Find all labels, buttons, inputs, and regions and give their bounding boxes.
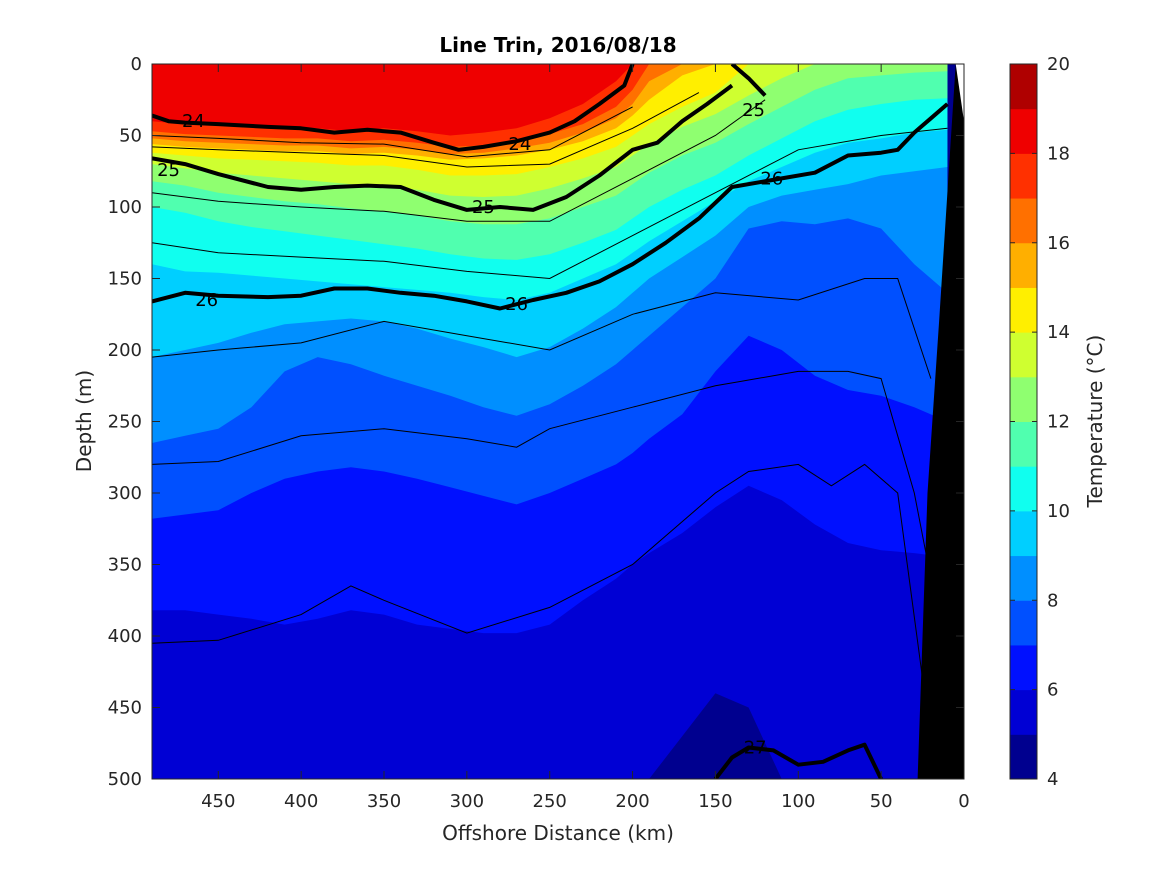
- colorbar-tick-label: 18: [1047, 143, 1070, 164]
- contour-label-0: 24: [182, 111, 205, 132]
- colorbar-segment: [1010, 153, 1037, 199]
- chart-title: Line Trin, 2016/08/18: [439, 33, 676, 57]
- colorbar-tick-label: 6: [1047, 680, 1058, 701]
- y-tick-label: 200: [108, 340, 142, 361]
- colorbar-segment: [1010, 242, 1037, 288]
- y-tick-label: 500: [108, 769, 142, 790]
- minor-contour-4: [152, 278, 932, 379]
- colorbar-segment: [1010, 421, 1037, 467]
- colorbar-segment: [1010, 376, 1037, 422]
- density-contour-26-3: [152, 102, 949, 311]
- colorbar-segment: [1010, 466, 1037, 512]
- contour-label-6: 26: [195, 290, 218, 311]
- contour-label-1: 24: [508, 134, 531, 155]
- minor-contour-5: [152, 370, 932, 579]
- y-tick-label: 300: [108, 483, 142, 504]
- colorbar: [1010, 64, 1037, 780]
- colorbar-segment: [1010, 600, 1037, 646]
- x-tick-label: 200: [615, 791, 649, 812]
- colorbar-segment: [1010, 510, 1037, 557]
- shelf-topography: [917, 64, 964, 779]
- colorbar-label: Temperature (°C): [1083, 335, 1107, 509]
- colorbar-segment: [1010, 198, 1037, 244]
- x-tick-label: 400: [284, 791, 318, 812]
- y-axis-label: Depth (m): [72, 370, 96, 472]
- colorbar-tick-label: 10: [1047, 501, 1070, 522]
- density-contour-24-1: [730, 64, 767, 97]
- colorbar-tick-label: 8: [1047, 590, 1058, 611]
- colorbar-tick-label: 14: [1047, 322, 1070, 343]
- minor-contour-lines: [152, 92, 948, 679]
- colorbar-ticks: 4 6 8 10 12 14 16 18 20: [1010, 54, 1070, 790]
- colorbar-tick-label: 4: [1047, 769, 1058, 790]
- x-tick-label: 350: [367, 791, 401, 812]
- temperature-fills: [152, 64, 964, 779]
- contour-label-5: 26: [760, 168, 783, 189]
- y-tick-label: 50: [119, 126, 142, 147]
- no-data-corner: [955, 64, 964, 122]
- contour-label-4: 25: [472, 197, 495, 218]
- x-tick-label: 0: [958, 791, 969, 812]
- y-tick-label: 100: [108, 197, 142, 218]
- minor-contour-0: [152, 106, 633, 158]
- x-tick-label: 250: [533, 791, 567, 812]
- x-axis-ticks: 450 400 350 300 250 200 150 100 50 0: [201, 64, 970, 812]
- colorbar-segment: [1010, 287, 1037, 333]
- y-tick-label: 450: [108, 698, 142, 719]
- density-contour-24-0: [152, 64, 635, 152]
- minor-contour-6: [152, 463, 924, 679]
- contour-labels: 24 24 25 25 25 26 26 26 27: [157, 100, 783, 759]
- x-axis-label: Offshore Distance (km): [442, 821, 674, 845]
- y-tick-label: 0: [131, 54, 142, 75]
- colorbar-segment: [1010, 332, 1037, 378]
- y-tick-label: 150: [108, 269, 142, 290]
- x-tick-label: 50: [870, 791, 893, 812]
- x-tick-label: 450: [201, 791, 235, 812]
- contour-label-7: 26: [505, 294, 528, 315]
- contour-label-3: 25: [157, 160, 180, 181]
- minor-contour-3: [152, 127, 948, 280]
- colorbar-segment: [1010, 555, 1037, 601]
- colorbar-segment: [1010, 689, 1037, 735]
- density-contour-25-2: [152, 83, 734, 212]
- temp-band-18: [152, 64, 948, 136]
- x-tick-label: 100: [781, 791, 815, 812]
- minor-contour-2: [152, 99, 766, 222]
- y-tick-label: 400: [108, 626, 142, 647]
- density-contour-27-4: [713, 742, 883, 779]
- contour-label-8: 27: [744, 738, 767, 759]
- colorbar-tick-label: 20: [1047, 54, 1070, 75]
- y-tick-label: 350: [108, 555, 142, 576]
- colorbar-tick-label: 12: [1047, 412, 1070, 433]
- colorbar-segment: [1010, 734, 1037, 780]
- colorbar-segment: [1010, 644, 1037, 691]
- contour-label-2: 25: [742, 100, 765, 121]
- colorbar-segment: [1010, 108, 1037, 154]
- colorbar-segment: [1010, 64, 1037, 110]
- plot-area: 24 24 25 25 25 26 26 26 27: [152, 64, 964, 779]
- minor-contour-1: [152, 92, 700, 168]
- y-axis-ticks: 0 50 100 150 200 250 300 350 400 450 500: [108, 54, 964, 790]
- y-tick-label: 250: [108, 412, 142, 433]
- colorbar-tick-label: 16: [1047, 233, 1070, 254]
- x-tick-label: 150: [698, 791, 732, 812]
- temp-band-18-corner: [152, 64, 159, 85]
- density-contour-lines: [152, 64, 949, 779]
- x-tick-label: 300: [450, 791, 484, 812]
